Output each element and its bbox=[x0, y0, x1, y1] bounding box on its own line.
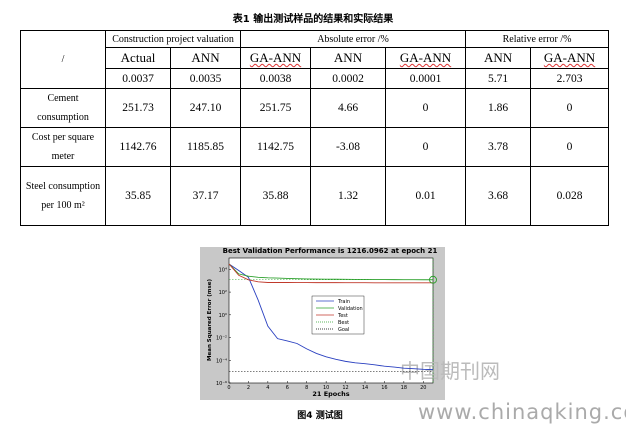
x-tick-label: 12 bbox=[342, 385, 348, 391]
table-cell: 0 bbox=[385, 127, 467, 167]
header-cell: / bbox=[20, 30, 106, 89]
table-cell: 0.0002 bbox=[310, 68, 387, 89]
table-cell: 1142.75 bbox=[240, 127, 312, 167]
x-tick-label: 4 bbox=[266, 385, 269, 391]
table-cell: 4.66 bbox=[310, 88, 387, 128]
series-line bbox=[228, 263, 433, 284]
table-cell: 2.703 bbox=[530, 68, 610, 89]
table-cell: 3.68 bbox=[465, 166, 532, 226]
table-cell: GA-ANN bbox=[385, 47, 467, 69]
legend-label: Best bbox=[338, 320, 349, 326]
x-tick-label: 8 bbox=[305, 385, 308, 391]
y-tick-label: 10⁻⁶ bbox=[216, 381, 227, 387]
table-cell: ANN bbox=[310, 47, 387, 69]
table-cell: 0 bbox=[530, 127, 610, 167]
figure-caption: 图4 测试图 bbox=[297, 409, 342, 421]
table-cell: 0.0037 bbox=[105, 68, 171, 89]
table-cell: 5.71 bbox=[465, 68, 532, 89]
x-tick-label: 18 bbox=[401, 385, 407, 391]
x-tick-label: 16 bbox=[381, 385, 387, 391]
table-row: Steel consumption per 100 m² 35.85 37.17 35… bbox=[20, 166, 610, 226]
watermark: www.chinaqking.com bbox=[418, 400, 626, 424]
table-cell: 0.0038 bbox=[240, 68, 312, 89]
header-cell: Construction project valuation bbox=[104, 30, 242, 48]
results-table: / Construction project valuation Absolut… bbox=[20, 30, 610, 226]
value-row: 0.0037 0.0035 0.0038 0.0002 0.0001 5.71 2.703 bbox=[21, 68, 610, 89]
table-cell: Actual bbox=[105, 47, 171, 69]
table-title: 表1 输出测试样品的结果和实际结果 bbox=[232, 14, 394, 25]
x-tick-label: 0 bbox=[227, 385, 230, 391]
table-cell: 1142.76 bbox=[105, 127, 171, 167]
table-cell: 3.78 bbox=[465, 127, 532, 167]
watermark: 中国期刊网 bbox=[400, 359, 500, 383]
series-line bbox=[228, 263, 434, 281]
x-tick-label: 20 bbox=[420, 385, 426, 391]
table-cell: GA-ANN bbox=[530, 47, 610, 69]
table-cell: 0 bbox=[530, 88, 610, 128]
table-cell: 0.0035 bbox=[169, 68, 242, 89]
table-cell: 0.028 bbox=[530, 166, 610, 226]
header-cell: Relative error /% bbox=[465, 30, 610, 48]
table-cell: Cost per square meter bbox=[20, 127, 106, 167]
y-tick-label: 10⁻⁴ bbox=[216, 358, 227, 364]
table-cell: Cement consumption bbox=[20, 88, 106, 128]
legend-label: Train bbox=[337, 299, 350, 305]
legend-label: Goal bbox=[338, 327, 349, 333]
x-tick-label: 6 bbox=[286, 385, 289, 391]
table-cell: 1.86 bbox=[465, 88, 532, 128]
legend-label: Validation bbox=[338, 306, 363, 312]
table-cell: 0.01 bbox=[385, 166, 467, 226]
x-tick-label: 10 bbox=[323, 385, 329, 391]
table-cell: 251.75 bbox=[240, 88, 312, 128]
y-tick-label: 10⁻² bbox=[216, 336, 227, 342]
table-cell: 247.10 bbox=[169, 88, 242, 128]
table-cell: 35.85 bbox=[105, 166, 171, 226]
table-row: Cement consumption 251.73 247.10 251.75 4.66… bbox=[20, 88, 610, 128]
figure: Best Validation Performance is 1216.0962… bbox=[200, 247, 626, 424]
table-cell: 37.17 bbox=[169, 166, 242, 226]
table-cell: Steel consumption per 100 m² bbox=[20, 166, 106, 226]
table-cell: ANN bbox=[465, 47, 532, 69]
series-line bbox=[228, 263, 434, 371]
table-cell: 251.73 bbox=[105, 88, 171, 128]
figure-title: Best Validation Performance is 1216.0962… bbox=[223, 247, 438, 255]
best-marker bbox=[429, 275, 437, 284]
subheader-row: Actual ANN GA-ANN ANN GA-ANN ANN GA-ANN bbox=[21, 47, 610, 69]
x-axis-label: 21 Epochs bbox=[312, 390, 349, 398]
table-cell: 35.88 bbox=[240, 166, 312, 226]
y-tick-label: 10⁰ bbox=[219, 313, 227, 319]
table-cell: 0.0001 bbox=[385, 68, 467, 89]
header-row: / Construction project valuation Absolut… bbox=[20, 30, 610, 89]
y-tick-label: 10⁴ bbox=[219, 267, 227, 273]
table-cell: 0 bbox=[385, 88, 467, 128]
table-cell: ANN bbox=[169, 47, 242, 69]
x-tick-label: 2 bbox=[247, 385, 250, 391]
table-body: / Construction project valuation Absolut… bbox=[20, 30, 610, 226]
y-tick-label: 10² bbox=[219, 290, 227, 296]
table-row: Cost per square meter 1142.76 1185.85 1142.… bbox=[20, 127, 610, 167]
legend-label: Test bbox=[337, 313, 348, 319]
header-cell: Absolute error /% bbox=[240, 30, 467, 48]
x-tick-label: 14 bbox=[362, 385, 368, 391]
table-cell: GA-ANN bbox=[240, 47, 312, 69]
table-cell: -3.08 bbox=[310, 127, 387, 167]
table-cell: 1.32 bbox=[310, 166, 387, 226]
y-axis-label: Mean Squared Error (mse) bbox=[207, 279, 213, 361]
table-cell: 1185.85 bbox=[169, 127, 242, 167]
